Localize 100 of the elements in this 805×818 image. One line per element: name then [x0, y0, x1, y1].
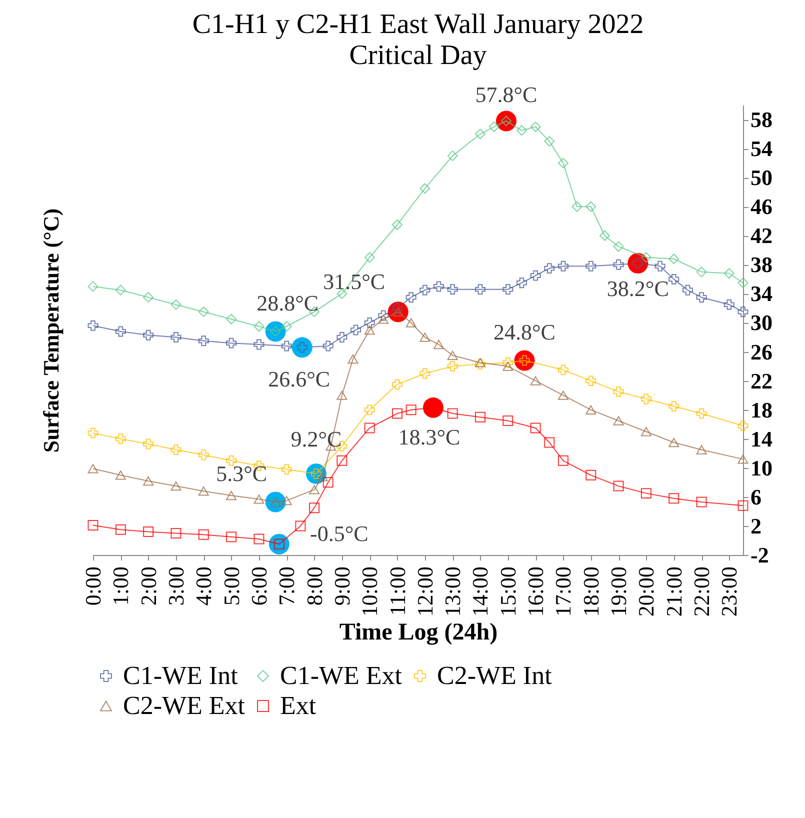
point	[502, 415, 514, 426]
point	[226, 455, 237, 466]
point	[640, 488, 652, 499]
x-tick-label: 17:00	[550, 566, 576, 617]
legend-label: Ext	[280, 691, 317, 720]
point	[281, 496, 292, 506]
point	[115, 434, 126, 444]
annotation: 24.8°C	[493, 319, 556, 344]
annotation: 38.2°C	[606, 276, 669, 302]
y-tick-label: 6	[750, 484, 762, 510]
x-tick-label: 9:00	[329, 566, 354, 606]
point	[170, 332, 182, 342]
point	[502, 357, 514, 368]
point	[88, 428, 98, 438]
point	[724, 299, 734, 310]
point	[364, 318, 375, 328]
point	[317, 472, 328, 482]
point	[348, 354, 358, 364]
x-tick-label: 4:00	[191, 566, 216, 606]
point	[447, 408, 458, 419]
point	[420, 284, 430, 296]
point	[544, 136, 555, 147]
point	[420, 332, 430, 342]
y-tick-label: -2	[750, 542, 769, 568]
point	[447, 361, 458, 372]
point	[254, 339, 264, 350]
point	[586, 405, 596, 414]
chart-subtitle: Critical Day	[349, 40, 487, 71]
y-tick-label: 46	[750, 194, 772, 220]
point	[143, 292, 154, 303]
point	[322, 340, 334, 352]
point	[738, 306, 748, 318]
point	[696, 408, 707, 419]
x-tick-label: 23:00	[716, 566, 742, 617]
y-tick-label: 22	[750, 368, 772, 394]
legend-label: C1-WE Int	[123, 661, 239, 690]
point	[586, 470, 596, 480]
chart-title: C1-H1 y C2-H1 East Wall January 2022	[192, 8, 644, 40]
y-tick-label: 50	[750, 165, 772, 190]
point	[447, 350, 458, 360]
point	[724, 268, 734, 279]
point	[558, 158, 568, 168]
legend-label: C2-WE Ext	[123, 691, 246, 720]
point	[696, 445, 707, 454]
point	[226, 490, 237, 500]
point	[586, 260, 596, 272]
point	[143, 476, 154, 486]
point	[226, 314, 237, 324]
point	[558, 260, 568, 272]
point	[115, 470, 126, 480]
x-tick-label: 1:00	[108, 566, 134, 606]
x-tick-label: 15:00	[495, 566, 520, 617]
x-tick-label: 3:00	[163, 566, 188, 606]
x-tick-label: 2:00	[136, 566, 161, 606]
x-axis-title: Time Log (24h)	[339, 620, 498, 646]
point	[668, 493, 680, 504]
point	[613, 241, 624, 252]
point	[613, 386, 624, 397]
point	[696, 292, 707, 303]
point	[502, 362, 514, 371]
annotation: 18.3°C	[398, 424, 460, 450]
point	[640, 427, 652, 436]
point	[558, 364, 568, 376]
point	[420, 183, 430, 194]
point	[254, 494, 264, 504]
point	[392, 379, 402, 390]
x-tick-label: 21:00	[661, 566, 686, 617]
annotation: 57.8°C	[475, 82, 538, 107]
x-tick-label: 10:00	[357, 566, 382, 617]
x-tick-label: 8:00	[302, 566, 327, 606]
y-tick-label: 38	[750, 252, 772, 278]
point	[696, 496, 707, 508]
x-tick-label: 19:00	[606, 566, 632, 617]
point	[336, 455, 348, 466]
point	[254, 321, 264, 332]
point	[88, 320, 98, 331]
point	[143, 330, 154, 340]
point	[364, 252, 375, 263]
point	[599, 230, 610, 241]
point	[115, 284, 126, 296]
legend-label: C2-WE Int	[437, 661, 553, 690]
point	[115, 524, 126, 535]
point	[738, 420, 748, 432]
point	[364, 422, 375, 434]
point	[143, 526, 154, 538]
point	[434, 281, 444, 292]
point	[558, 390, 568, 400]
point	[295, 520, 306, 532]
point	[392, 408, 402, 419]
y-tick-label: 30	[750, 310, 772, 336]
point	[530, 122, 541, 132]
x-tick-label: 22:00	[689, 566, 714, 617]
point	[434, 340, 444, 350]
point	[392, 220, 402, 230]
point	[738, 454, 748, 464]
point	[558, 455, 568, 466]
point	[516, 278, 527, 288]
point	[226, 338, 237, 348]
y-tick-label: 18	[750, 397, 772, 422]
x-tick-label: 16:00	[523, 566, 548, 617]
